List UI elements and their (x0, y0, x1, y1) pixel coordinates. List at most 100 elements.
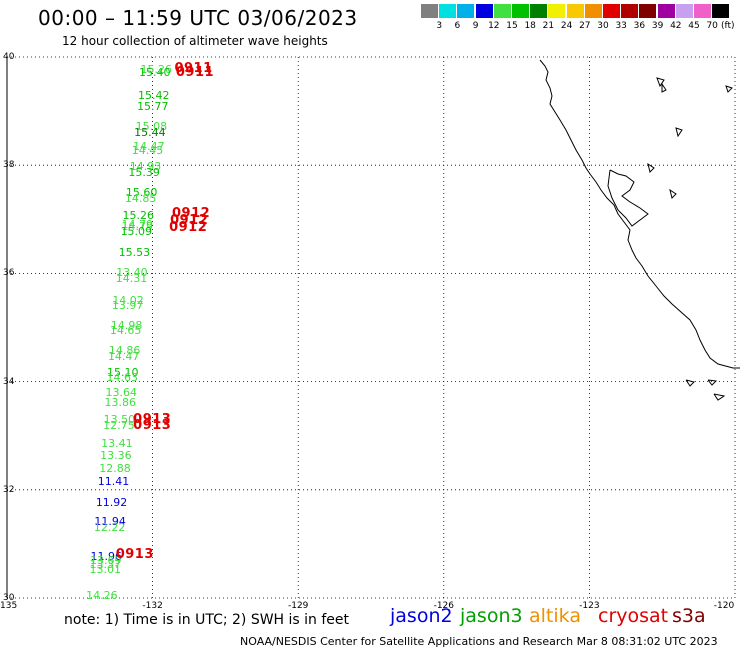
y-tick-label: 34 (3, 376, 15, 387)
x-tick-label: -126 (433, 601, 455, 611)
wave-height-value: 14.86 (108, 344, 141, 358)
wave-height-value: 15.60 (125, 186, 158, 200)
legend-unit: (ft) (721, 21, 735, 31)
wave-height-value: 12.22 (93, 520, 126, 534)
legend-swatch (512, 4, 529, 18)
wave-height-value: 14.31 (115, 271, 148, 285)
legend-swatch (603, 4, 620, 18)
legend-label: 45 (688, 21, 700, 31)
wave-height-value: 15.40 (139, 66, 171, 80)
legend-label: 24 (560, 21, 573, 31)
wave-height-value: 13.50 (103, 413, 136, 427)
legend-swatch (493, 4, 511, 18)
legend-label: 27 (579, 21, 591, 31)
y-tick-label: 30 (3, 593, 15, 603)
wave-height-value: 15.42 (138, 88, 170, 102)
x-tick-label: -135 (0, 601, 18, 611)
wave-height-value: 15.08 (135, 120, 168, 134)
legend-label: 6 (454, 21, 461, 31)
wave-height-value: 11.41 (97, 475, 130, 489)
wave-height-value: 14.98 (110, 318, 143, 332)
legend-swatch (621, 4, 639, 18)
pass-time-label: 0912 (172, 205, 211, 221)
wave-height-value: 13.86 (104, 396, 137, 410)
wave-height-value: 14.45 (131, 144, 164, 158)
pass-time-label: 0913 (133, 412, 172, 428)
coastline (539, 59, 740, 369)
wave-height-value: 14.65 (109, 323, 142, 337)
legend-swatch (475, 4, 493, 18)
wave-height-value: 13.41 (101, 437, 133, 451)
wave-height-value: 15.09 (120, 225, 153, 239)
legend-swatch (694, 4, 711, 18)
wave-height-value: 12.88 (99, 462, 131, 476)
wave-height-value: 13.36 (100, 449, 132, 463)
wave-height-value: 13.40 (116, 266, 148, 280)
wave-height-value: 12.75 (103, 418, 135, 432)
legend-label: 21 (542, 21, 555, 31)
x-tick-label: -123 (579, 601, 600, 611)
channel-islands (685, 379, 726, 401)
pass-time-label: 0913 (115, 546, 154, 562)
pass-time-label: 0912 (169, 220, 208, 236)
legend-swatch (566, 4, 584, 18)
wave-height-value: 14.79 (121, 219, 154, 233)
pass-time-label: 0912 (170, 212, 209, 228)
legend-label: 18 (524, 21, 536, 31)
wave-height-value: 13.01 (89, 563, 122, 577)
pass-time-label: 0911 (174, 61, 213, 77)
color-scale-legend: 3 6 9 12 15 18 21 24 27 30 33 36 39 42 45 70 (ft) (421, 4, 740, 34)
mission-label-s3a: s3a (672, 605, 706, 627)
y-tick-label: 36 (3, 268, 15, 279)
wave-height-value: 14.47 (133, 140, 165, 154)
y-tick-label: 38 (3, 160, 15, 171)
pass-time-label: 0911 (175, 65, 215, 81)
legend-label: 33 (615, 21, 627, 31)
legend-label: 15 (506, 21, 518, 31)
legend-label: 39 (651, 21, 664, 31)
legend-label: 3 (436, 21, 443, 31)
san-francisco-bay (607, 169, 649, 227)
mission-label-altika: altika (529, 605, 581, 627)
wave-height-value: 13.69 (89, 554, 122, 568)
legend-swatch (657, 4, 675, 18)
wave-height-value: 14.79 (121, 217, 154, 231)
legend-label: 42 (670, 21, 682, 31)
wave-height-value: 13.37 (89, 558, 122, 572)
legend-swatch (639, 4, 657, 18)
wave-height-value: 15.44 (134, 125, 166, 139)
legend-swatch (712, 4, 730, 18)
legend-swatch (421, 4, 438, 18)
wave-height-value: 14.47 (107, 349, 140, 363)
wave-height-value: 15.26 (122, 208, 155, 222)
wave-height-value: 11.96 (90, 549, 122, 563)
wave-height-value: 13.64 (105, 386, 138, 400)
legend-label: 70 (706, 21, 718, 31)
wave-height-value: 14.93 (129, 160, 162, 174)
wave-height-value: 15.39 (128, 165, 160, 179)
legend-swatch (548, 4, 566, 18)
wave-height-value: 14.02 (112, 294, 144, 308)
legend-swatch (530, 4, 548, 18)
legend-swatch (584, 4, 602, 18)
footnote: note: 1) Time is in UTC; 2) SWH is in fe… (64, 612, 350, 628)
mission-label-jason3: jason3 (460, 605, 523, 627)
credit-line: NOAA/NESDIS Center for Satellite Applica… (240, 635, 718, 648)
legend-swatch (675, 4, 693, 18)
wave-height-value: 11.92 (95, 495, 128, 509)
legend-swatch (439, 4, 457, 18)
mission-label-cryosat: cryosat (598, 605, 669, 627)
x-tick-label: -120 (713, 601, 735, 611)
wave-height-value: 15.10 (106, 365, 139, 379)
pass-time-label: 0913 (133, 418, 172, 434)
map-subtitle: 12 hour collection of altimeter wave hei… (62, 34, 328, 48)
legend-label: 9 (472, 21, 479, 31)
inland-lakes (647, 77, 733, 199)
y-tick-label: 40 (3, 52, 15, 62)
x-tick-label: -129 (287, 601, 309, 611)
wave-height-value: 14.63 (106, 371, 138, 385)
legend-label: 36 (633, 21, 646, 31)
wave-height-value: 15.26 (140, 62, 172, 76)
wave-height-value: 15.77 (137, 99, 169, 113)
